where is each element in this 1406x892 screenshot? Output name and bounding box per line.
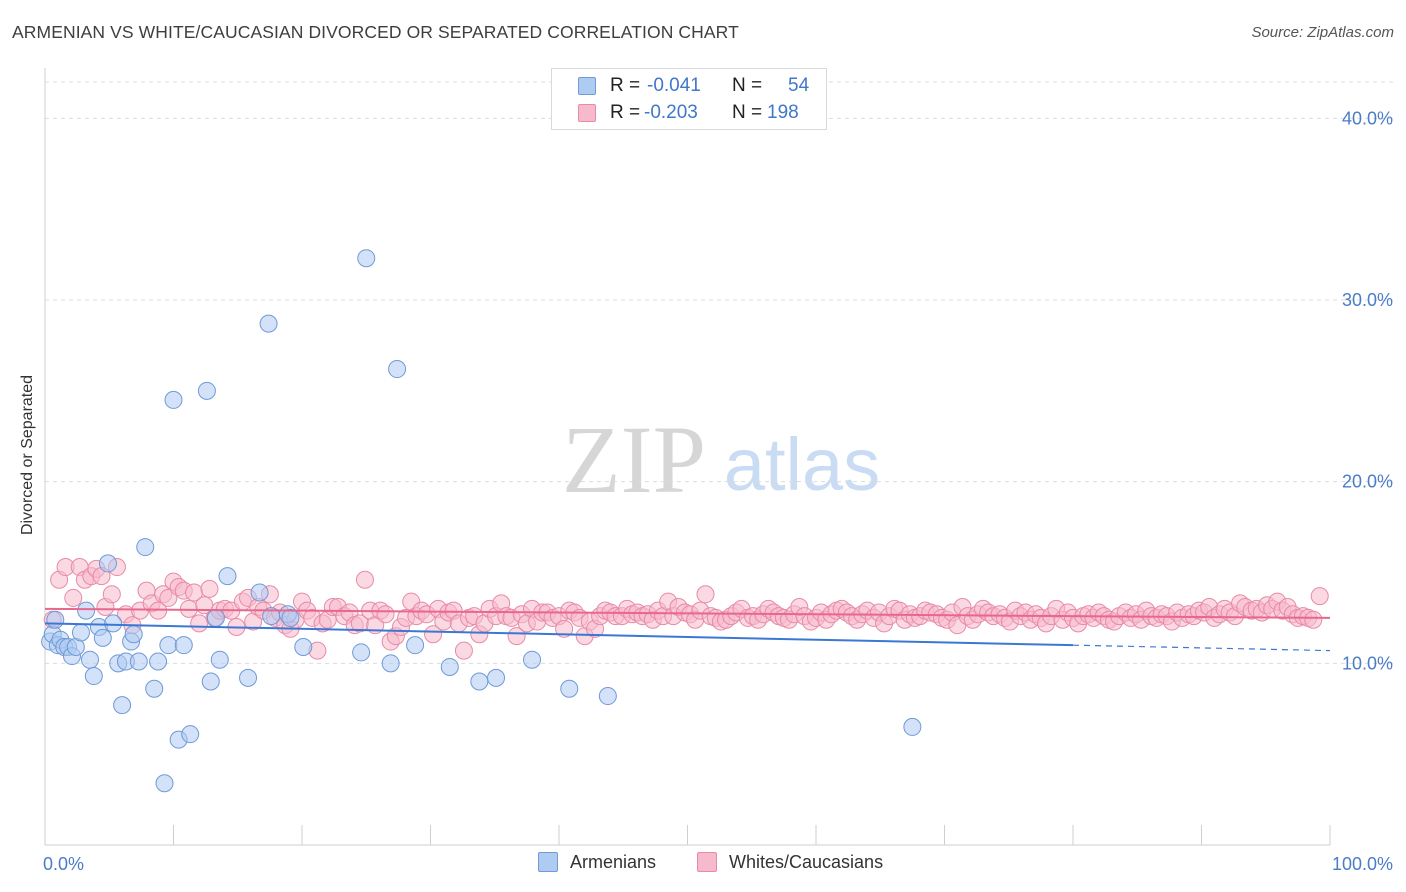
armenians-point — [239, 668, 258, 687]
whites-swatch — [578, 104, 596, 122]
whites-point — [376, 605, 395, 624]
axes — [44, 68, 1331, 846]
armenians-point — [174, 636, 193, 655]
y-tick-label: 40.0% — [1342, 108, 1393, 128]
armenians-point — [98, 554, 117, 573]
armenians-point — [77, 601, 96, 620]
n-label: N = — [732, 75, 763, 96]
y-tick-label: 30.0% — [1342, 290, 1393, 310]
x-tick-label: 100.0% — [1332, 854, 1393, 874]
armenians-point — [357, 249, 376, 268]
armenians-point — [281, 608, 300, 627]
armenians-point — [136, 538, 155, 557]
r-label: R = — [610, 102, 641, 123]
r-label: R = — [610, 75, 641, 96]
watermark-zip: ZIP — [562, 406, 706, 513]
armenians-point — [93, 628, 112, 647]
armenians-point — [181, 725, 200, 744]
armenians-points — [41, 249, 922, 793]
armenians-r-value: -0.041 — [647, 75, 701, 96]
armenians-swatch — [578, 77, 596, 95]
armenians-point — [294, 637, 313, 656]
legend-label-armenians: Armenians — [570, 852, 657, 872]
armenians-point — [80, 650, 99, 669]
whites-n-value: 198 — [767, 102, 799, 123]
armenians-point — [218, 567, 237, 586]
armenians-legend-swatch — [538, 852, 558, 872]
armenians-point — [206, 608, 225, 627]
armenians-point — [487, 668, 506, 687]
chart-legend: Armenians Whites/Caucasians — [0, 850, 1406, 878]
armenians-point — [155, 774, 174, 793]
armenians-point — [259, 314, 278, 333]
armenians-point — [352, 643, 371, 662]
armenians-point — [406, 636, 425, 655]
whites-point — [454, 641, 473, 660]
whites-point — [696, 585, 715, 604]
armenians-point — [149, 652, 168, 671]
armenians-point — [598, 687, 617, 706]
armenians-point — [523, 650, 542, 669]
y-tick-label: 20.0% — [1342, 472, 1393, 492]
armenians-trend-line — [44, 622, 1074, 647]
whites-point — [1310, 587, 1329, 606]
armenians-point — [84, 667, 103, 686]
whites-legend-swatch — [697, 852, 717, 872]
armenians-point — [164, 390, 183, 409]
whites-point — [1304, 610, 1323, 629]
watermark-atlas: atlas — [724, 423, 880, 506]
y-tick-label: 10.0% — [1342, 653, 1393, 673]
armenians-point — [104, 614, 123, 633]
armenians-point — [129, 652, 148, 671]
stats-row-armenians: R = -0.041 N = 54 — [552, 74, 826, 100]
armenians-point — [113, 696, 132, 715]
source-attribution: Source: ZipAtlas.com — [1251, 24, 1394, 41]
armenians-point — [197, 381, 216, 400]
whites-point — [355, 570, 374, 589]
x-tick-label: 0.0% — [43, 854, 84, 874]
whites-point — [507, 627, 526, 646]
armenians-point — [560, 679, 579, 698]
whites-points — [43, 558, 1329, 660]
stats-row-whites: R = -0.203 N = 198 — [552, 101, 826, 127]
chart-title: ARMENIAN VS WHITE/CAUCASIAN DIVORCED OR … — [12, 22, 739, 42]
correlation-stats-box: R = -0.041 N = 54 R = -0.203 N = 198 — [551, 68, 827, 130]
armenians-point — [159, 636, 178, 655]
tick-labels: 10.0% 20.0% 30.0% 40.0% 0.0% 100.0% — [43, 108, 1393, 874]
armenians-point — [381, 654, 400, 673]
armenians-point — [903, 717, 922, 736]
whites-point — [200, 579, 219, 598]
armenians-point — [210, 650, 229, 669]
armenians-n-value: 54 — [788, 75, 810, 96]
armenians-point — [388, 360, 407, 379]
armenians-point — [46, 610, 65, 629]
gridlines — [45, 81, 1395, 664]
whites-trend-line — [44, 607, 1331, 619]
n-label: N = — [732, 102, 763, 123]
armenians-point — [470, 672, 489, 691]
whites-point — [190, 614, 209, 633]
whites-point — [102, 585, 121, 604]
whites-point — [424, 625, 443, 644]
armenians-point — [71, 623, 90, 642]
armenians-point — [440, 657, 459, 676]
trend-lines — [44, 607, 1331, 652]
armenians-point — [145, 679, 164, 698]
armenians-point — [201, 672, 220, 691]
whites-point — [64, 588, 83, 607]
armenians-point — [124, 625, 143, 644]
whites-point — [555, 619, 574, 638]
legend-label-whites: Whites/Caucasians — [729, 852, 884, 872]
armenians-point — [250, 583, 269, 602]
armenians-trend-extension — [1072, 644, 1331, 652]
whites-r-value: -0.203 — [644, 102, 698, 123]
